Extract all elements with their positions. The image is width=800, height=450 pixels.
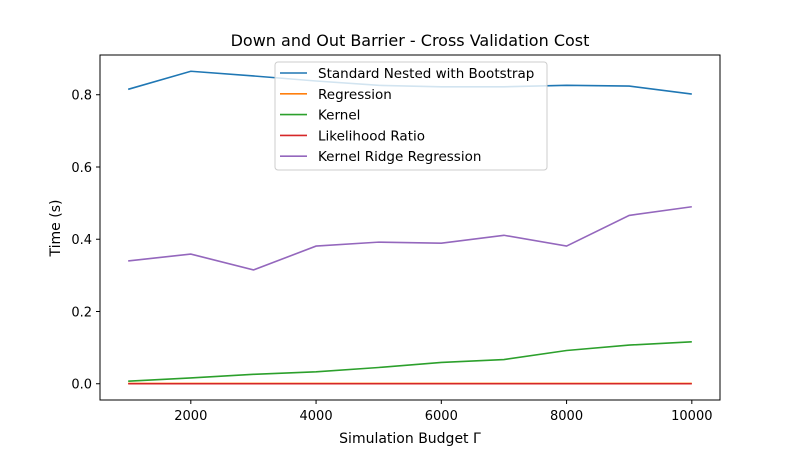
legend-label-0: Standard Nested with Bootstrap — [318, 66, 534, 82]
y-tick-label: 0.2 — [71, 305, 92, 320]
legend-box — [274, 61, 548, 171]
legend-label-4: Kernel Ridge Regression — [318, 149, 481, 165]
y-tick-label: 0.0 — [71, 378, 92, 393]
legend: Standard Nested with Bootstrap Regression… — [274, 61, 548, 171]
x-tick-label: 2000 — [174, 409, 207, 424]
y-axis-label: Time (s) — [48, 200, 64, 258]
x-tick-label: 4000 — [300, 409, 333, 424]
legend-label-1: Regression — [318, 87, 392, 103]
y-tick-label: 0.6 — [71, 161, 92, 176]
series-line-2 — [128, 341, 692, 383]
y-tick-label: 0.8 — [71, 89, 92, 104]
x-axis-label: Simulation Budget Γ — [339, 431, 481, 447]
x-tick-label: 10000 — [671, 409, 712, 424]
x-axis: 2000 4000 6000 8000 10000 — [174, 400, 712, 424]
y-axis: 0.0 0.2 0.4 0.6 0.8 — [71, 89, 100, 393]
series-line-4 — [128, 205, 692, 271]
legend-label-3: Likelihood Ratio — [318, 128, 425, 144]
plot-frame — [99, 54, 721, 401]
x-tick-label: 6000 — [425, 409, 458, 424]
chart-title: Down and Out Barrier - Cross Validation … — [231, 31, 590, 50]
y-tick-label: 0.4 — [71, 233, 92, 248]
legend-label-2: Kernel — [318, 108, 360, 124]
x-tick-label: 8000 — [550, 409, 583, 424]
